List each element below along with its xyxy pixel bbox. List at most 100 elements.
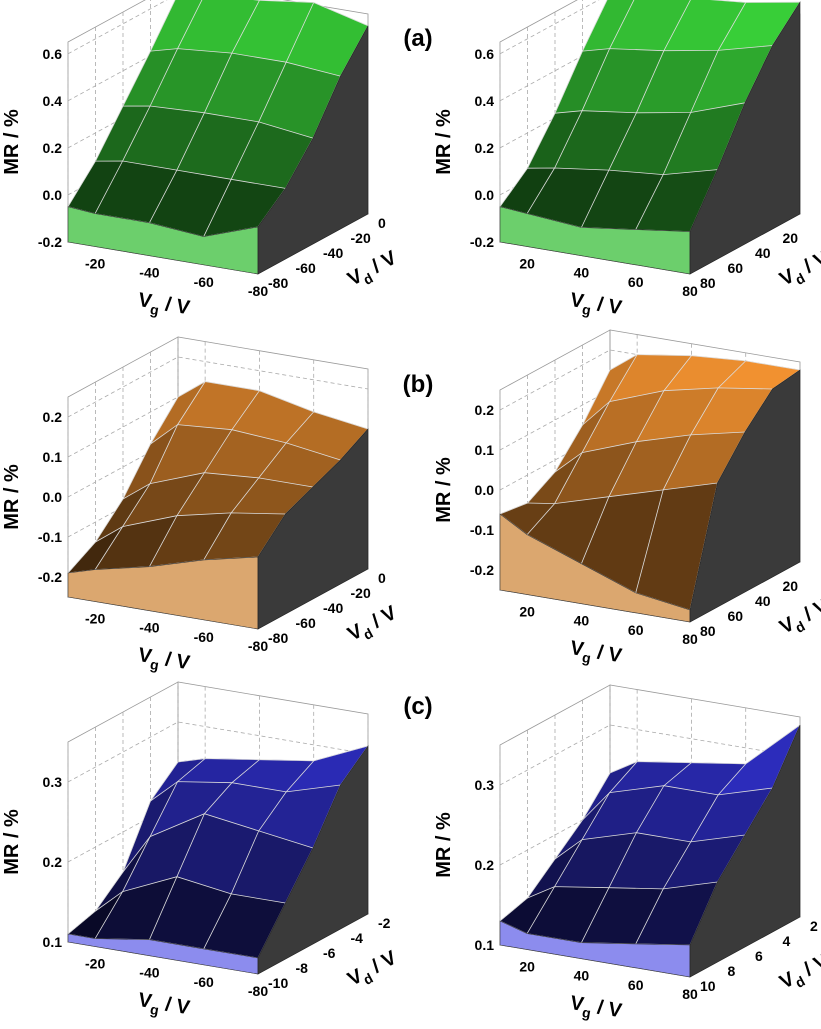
panel-label: (c) — [403, 693, 432, 720]
mesh-line — [203, 2, 315, 237]
panel-label: (a) — [403, 25, 432, 52]
mesh-line — [94, 381, 206, 570]
x-tick-label: 20 — [519, 959, 535, 975]
x-tick-label: -20 — [85, 256, 105, 272]
front-face — [499, 513, 691, 623]
mesh-line — [581, 0, 691, 228]
mesh-line — [149, 0, 260, 223]
front-face — [499, 206, 691, 275]
y-axis-label: Vd / V — [344, 601, 403, 649]
side-face — [257, 428, 369, 630]
y-tick-label: -10 — [268, 975, 288, 991]
mesh-line — [499, 369, 611, 515]
z-tick-label: 0.6 — [475, 46, 495, 62]
x-tick-label: -80 — [248, 638, 268, 654]
x-tick-label: 80 — [682, 631, 698, 647]
side-face — [257, 745, 369, 975]
z-tick-label: -0.2 — [38, 569, 62, 585]
x-axis-label: Vg / V — [568, 637, 624, 671]
y-tick-label: 10 — [700, 978, 716, 994]
side-face — [689, 369, 801, 623]
mesh-line — [67, 0, 176, 207]
mesh-line — [635, 763, 746, 945]
y-axis-label: Vd / V — [776, 594, 821, 642]
front-face — [67, 556, 259, 630]
y-tick-label: 0 — [378, 570, 386, 586]
surface-panel: -0.2 0.0 0.2 0.4 0.6 -20 -40 -60 -80 0 -20 -40 -60 -8… — [1, 0, 403, 319]
y-tick-label: -40 — [323, 600, 343, 616]
y-axis-label: Vd / V — [776, 246, 821, 294]
z-tick-label: 0.2 — [43, 140, 63, 156]
mesh-line — [499, 772, 611, 922]
z-tick-label: -0.2 — [470, 234, 494, 250]
label-main: V — [569, 637, 586, 661]
z-tick-label: 0.2 — [475, 402, 495, 418]
y-tick-label: 40 — [755, 593, 771, 609]
label-main: V — [137, 989, 154, 1013]
z-tick-label: -0.2 — [38, 234, 62, 250]
z-tick-label: 0.4 — [475, 93, 495, 109]
y-tick-label: -40 — [323, 245, 343, 261]
y-axis-label: Vd / V — [776, 949, 821, 997]
y-tick-label: 0 — [378, 215, 386, 231]
y-tick-label: 8 — [728, 963, 736, 979]
x-tick-label: 40 — [574, 968, 590, 984]
x-tick-label: -80 — [248, 983, 268, 999]
z-tick-label: 0.4 — [43, 93, 63, 109]
mesh-line — [635, 2, 747, 230]
side-face — [689, 724, 801, 978]
y-axis-label: Vd / V — [344, 946, 403, 994]
x-tick-label: 40 — [574, 613, 590, 629]
x-tick-label: 40 — [574, 265, 590, 281]
label-main: V — [569, 992, 586, 1016]
mesh-line — [526, 354, 638, 535]
mesh-line — [526, 0, 635, 214]
panel-label: (b) — [403, 371, 434, 398]
y-tick-label: 20 — [783, 578, 799, 594]
x-tick-label: -80 — [248, 283, 268, 299]
x-axis-label: Vg / V — [136, 989, 192, 1023]
mesh-line — [635, 360, 746, 594]
z-tick-label: 0.1 — [475, 937, 495, 953]
side-face — [689, 1, 801, 275]
mesh-line — [499, 0, 608, 207]
x-tick-label: 80 — [682, 986, 698, 1002]
y-axis-label: Vd / V — [344, 246, 403, 294]
mesh-line — [581, 762, 692, 943]
z-axis-label: MR / % — [433, 109, 455, 175]
z-tick-label: 0.3 — [475, 777, 495, 793]
z-grid-line — [67, 356, 369, 418]
front-face — [67, 206, 259, 275]
label-unit: / V — [590, 996, 624, 1023]
x-tick-label: -40 — [139, 965, 159, 981]
front-face — [499, 920, 691, 978]
z-tick-label: -0.1 — [38, 529, 62, 545]
z-tick-label: -0.2 — [470, 562, 494, 578]
y-tick-label: -80 — [268, 630, 288, 646]
label-sub: g — [149, 301, 160, 318]
mesh-line — [94, 758, 206, 939]
y-tick-label: -4 — [351, 930, 364, 946]
y-tick-label: 20 — [783, 230, 799, 246]
label-sub: g — [581, 1004, 592, 1021]
z-tick-label: 0.0 — [43, 489, 63, 505]
y-tick-label: 40 — [755, 245, 771, 261]
mesh-line — [203, 411, 314, 561]
x-tick-label: 60 — [628, 274, 644, 290]
x-axis-label: Vg / V — [568, 289, 624, 323]
y-tick-label: 60 — [728, 608, 744, 624]
surface-panel: -0.2-0.10.00.10.2-20-40-60-800-20-40-60-… — [1, 336, 403, 674]
x-axis-label: Vg / V — [568, 992, 624, 1024]
mesh-line — [526, 761, 638, 934]
y-tick-label: -20 — [351, 230, 371, 246]
mesh-line — [581, 355, 692, 564]
z-tick-label: 0.6 — [43, 46, 63, 62]
z-tick-label: 0.3 — [43, 774, 63, 790]
y-tick-label: -2 — [378, 915, 391, 931]
z-axis-label: MR / % — [433, 457, 455, 523]
mesh-line — [149, 759, 260, 940]
surface-panel: 0.1 0.2 0.3 -20 -40 -60 -80 -2 -4 -6 -8 -10 MR / % Vg… — [1, 681, 403, 1023]
y-tick-label: 80 — [700, 275, 716, 291]
front-face — [67, 933, 259, 975]
z-tick-label: 0.1 — [43, 449, 63, 465]
